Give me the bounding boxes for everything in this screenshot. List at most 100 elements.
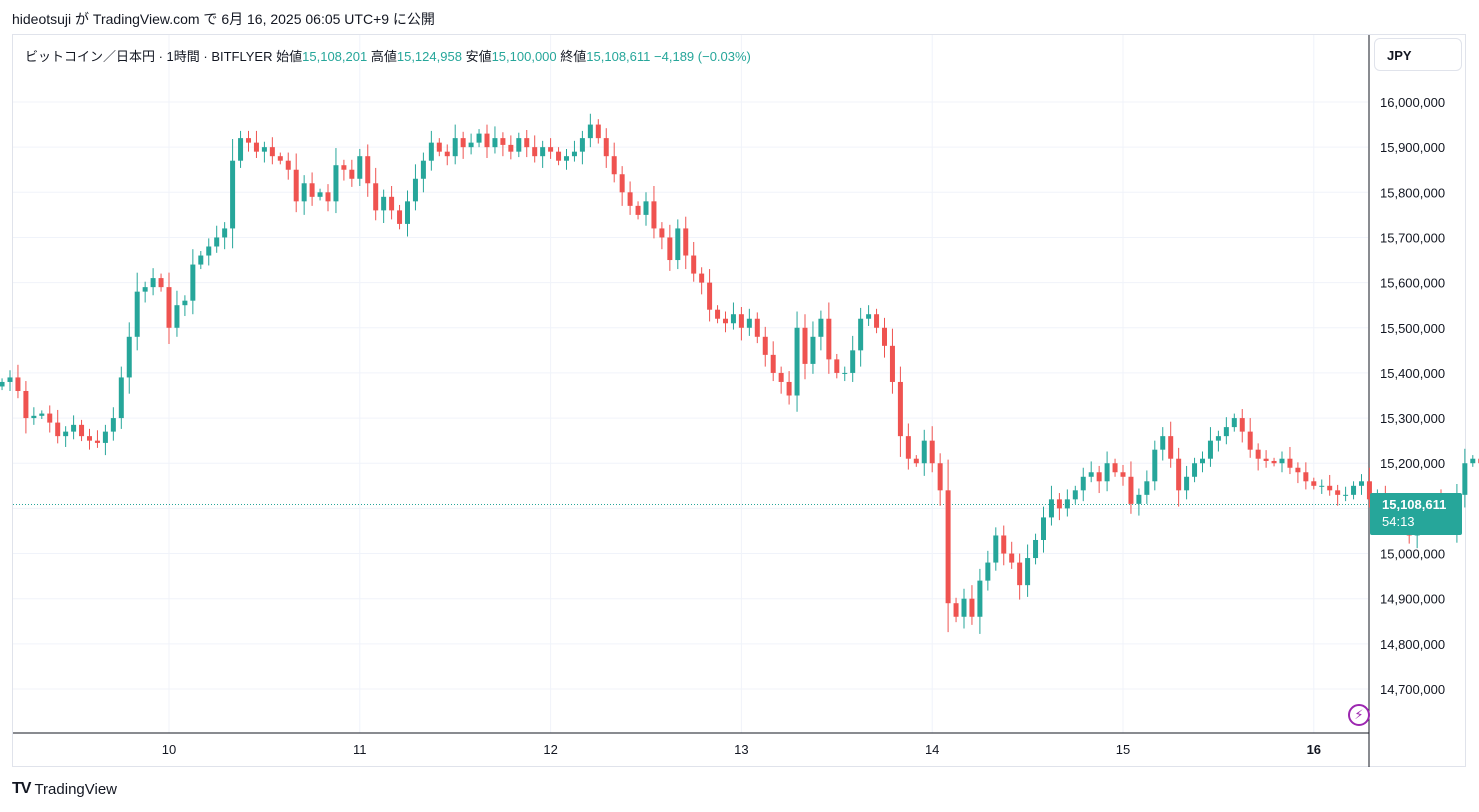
candle-body — [1041, 517, 1046, 540]
candle-body — [1287, 458, 1293, 468]
candle-body — [667, 237, 673, 261]
ohlc-legend: ビットコイン／日本円 · 1時間 · BITFLYER 始値15,108,201… — [25, 46, 751, 65]
y-tick-label: 14,900,000 — [1380, 592, 1445, 607]
candle-body — [1176, 458, 1182, 491]
candle-body — [635, 205, 641, 215]
candle-body — [1056, 499, 1062, 509]
candle-body — [1319, 485, 1325, 487]
candle-body — [540, 147, 546, 157]
candle-body — [55, 422, 61, 437]
y-tick-label: 16,000,000 — [1380, 95, 1445, 110]
candle-body — [1462, 463, 1468, 495]
candle-body — [23, 390, 29, 419]
candle-body — [269, 147, 275, 157]
candle-body — [285, 160, 291, 170]
high-label: 高値 — [370, 49, 397, 64]
x-tick-label: 15 — [1116, 742, 1130, 757]
candle-body — [1136, 494, 1142, 504]
candle-body — [794, 327, 800, 396]
candle-body — [182, 300, 188, 306]
candle-body — [746, 318, 752, 328]
candle-body — [436, 142, 442, 152]
candle-body — [1104, 463, 1110, 482]
candle-body — [94, 440, 100, 443]
low-label: 安値 — [465, 49, 492, 64]
candle-body — [516, 138, 522, 152]
candle-body — [1311, 481, 1317, 486]
candle-body — [1009, 553, 1015, 563]
candle-body — [651, 201, 657, 229]
candle-body — [1200, 458, 1205, 464]
candle-body — [1223, 427, 1229, 437]
last-price-value: 15,108,611 — [1382, 497, 1447, 512]
candle-body — [1184, 476, 1190, 491]
candle-body — [405, 201, 410, 224]
candle-body — [961, 598, 967, 617]
high-value: 15,124,958 — [396, 49, 462, 64]
candle-body — [1327, 485, 1333, 491]
candle-body — [63, 431, 69, 437]
candle-body — [1247, 431, 1253, 450]
bar-countdown: 54:13 — [1382, 514, 1415, 529]
candle-body — [79, 424, 85, 437]
y-tick-label: 15,500,000 — [1380, 321, 1445, 336]
candle-body — [142, 287, 148, 292]
candle-body — [1025, 558, 1031, 586]
close-value: 15,108,611 — [586, 49, 651, 64]
y-tick-label: 15,700,000 — [1380, 230, 1445, 245]
candle-body — [659, 228, 665, 238]
candle-body — [293, 169, 299, 202]
candle-body — [1064, 499, 1070, 509]
candle-body — [595, 124, 601, 139]
candle-body — [349, 169, 355, 179]
candle-body — [627, 192, 633, 206]
candle-body — [770, 354, 776, 373]
candle-body — [31, 415, 37, 419]
author-name[interactable]: hideotsuji — [12, 11, 72, 27]
candle-body — [460, 138, 466, 148]
candle-body — [707, 282, 713, 310]
candle-body — [1152, 449, 1158, 482]
candle-body — [333, 165, 339, 202]
candle-body — [1335, 490, 1341, 495]
candle-body — [261, 147, 267, 152]
candle-body — [214, 237, 220, 247]
x-tick-label: 12 — [543, 742, 557, 757]
y-tick-label: 14,700,000 — [1380, 682, 1445, 697]
brand-name: TradingView — [34, 780, 117, 798]
candle-body — [198, 255, 204, 265]
last-price-label: 15,108,611 54:13 — [1370, 493, 1462, 535]
candle-body — [301, 183, 307, 202]
candle-body — [1112, 463, 1118, 473]
x-tick-label: 11 — [353, 742, 367, 757]
currency-button[interactable]: JPY — [1374, 38, 1462, 71]
candle-body — [238, 138, 244, 161]
candle-body — [1366, 481, 1372, 500]
candle-body — [365, 156, 371, 184]
candle-body — [420, 160, 426, 179]
candle-body — [937, 463, 943, 491]
candle-body — [882, 327, 887, 346]
candle-body — [1215, 436, 1221, 441]
candle-body — [1072, 490, 1078, 500]
lightning-icon[interactable]: ⚡ — [1348, 704, 1370, 726]
candle-body — [389, 196, 395, 211]
candle-body — [1144, 481, 1150, 495]
candle-body — [134, 291, 140, 337]
publish-info: hideotsuji が TradingView.com で 6月 16, 20… — [12, 9, 435, 29]
candle-body — [15, 377, 21, 391]
symbol-title[interactable]: ビットコイン／日本円 · 1時間 · BITFLYER — [25, 49, 273, 64]
candle-body — [444, 151, 450, 157]
publish-text: が TradingView.com で 6月 16, 2025 06:05 UT… — [75, 11, 435, 27]
candle-body — [492, 138, 498, 148]
candle-body — [1048, 499, 1054, 518]
candle-body — [39, 413, 45, 416]
candle-body — [230, 160, 236, 229]
candle-body — [818, 318, 824, 337]
candle-body — [508, 144, 514, 152]
candle-body — [7, 377, 13, 382]
candle-body — [325, 192, 331, 202]
footer-brand[interactable]: TV TradingView — [12, 780, 117, 798]
candle-body — [762, 336, 768, 355]
